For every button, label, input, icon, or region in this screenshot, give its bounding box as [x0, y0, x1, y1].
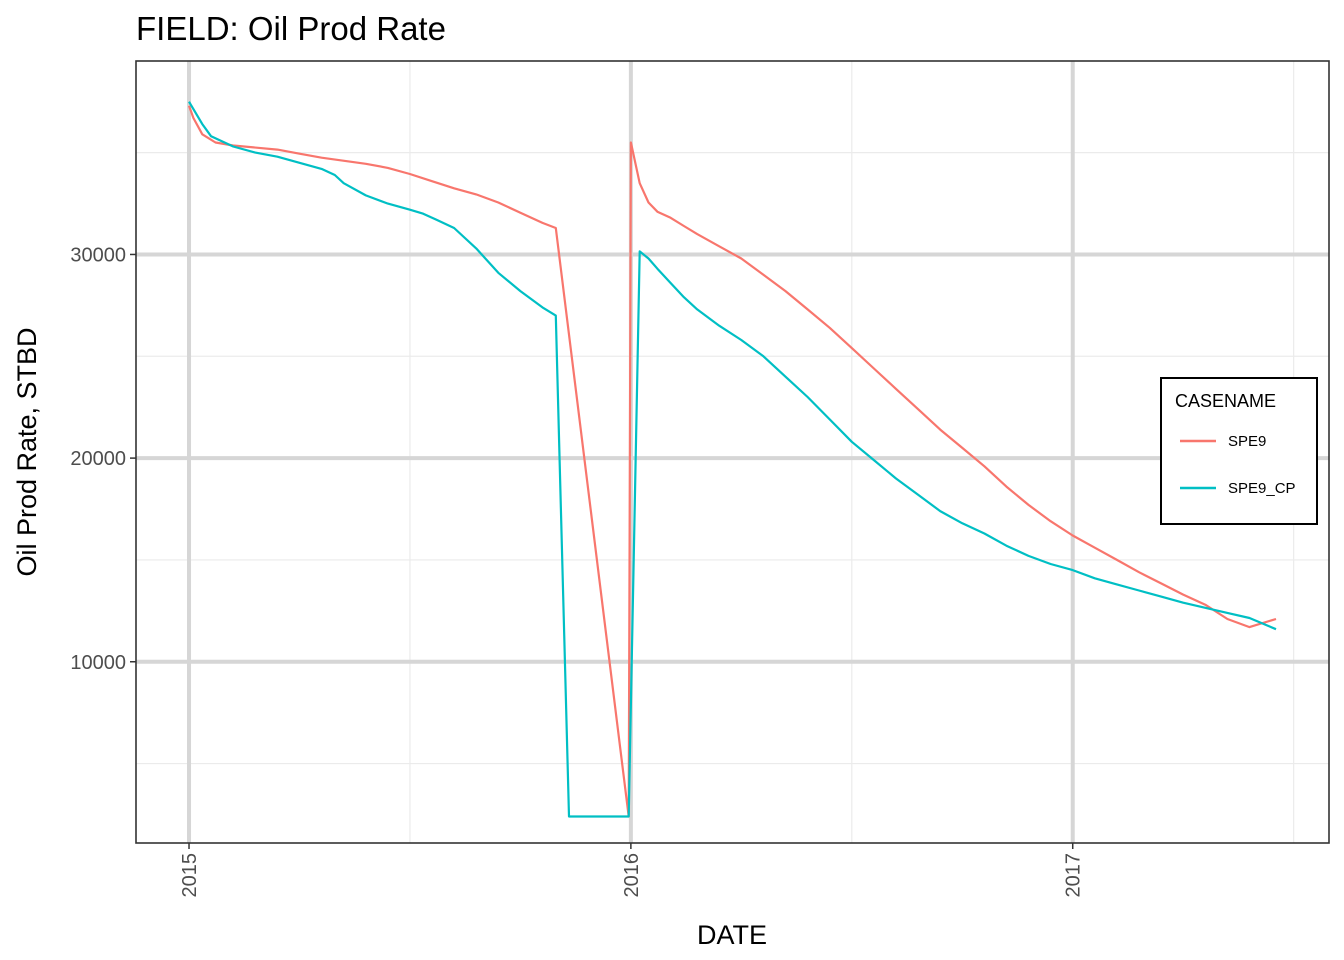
legend-label-spe9-cp: SPE9_CP: [1228, 480, 1296, 497]
legend: CASENAME SPE9 SPE9_CP: [1160, 377, 1318, 525]
legend-box: [1160, 377, 1318, 525]
y-tick-label: 20000: [70, 448, 126, 470]
chart-title: FIELD: Oil Prod Rate: [136, 10, 446, 47]
series-line-spe9: [187, 105, 1277, 818]
x-tick-label: 2015: [179, 853, 201, 898]
legend-title: CASENAME: [1175, 391, 1276, 411]
x-axis-title: DATE: [697, 920, 767, 950]
x-tick-label: 2017: [1063, 853, 1085, 898]
legend-label-spe9: SPE9: [1228, 433, 1266, 450]
plot-panel-border: [135, 60, 1330, 844]
y-tick-label: 10000: [70, 652, 126, 674]
x-axis: 2015 2016 2017: [179, 843, 1085, 898]
series-line-spe9-cp: [188, 101, 1277, 818]
series-layer: [187, 101, 1277, 818]
y-axis-title: Oil Prod Rate, STBD: [12, 327, 42, 576]
x-tick-label: 2016: [621, 853, 643, 898]
y-axis: 10000 20000 30000: [70, 244, 136, 674]
grid: [136, 61, 1329, 843]
y-tick-label: 30000: [70, 244, 126, 266]
